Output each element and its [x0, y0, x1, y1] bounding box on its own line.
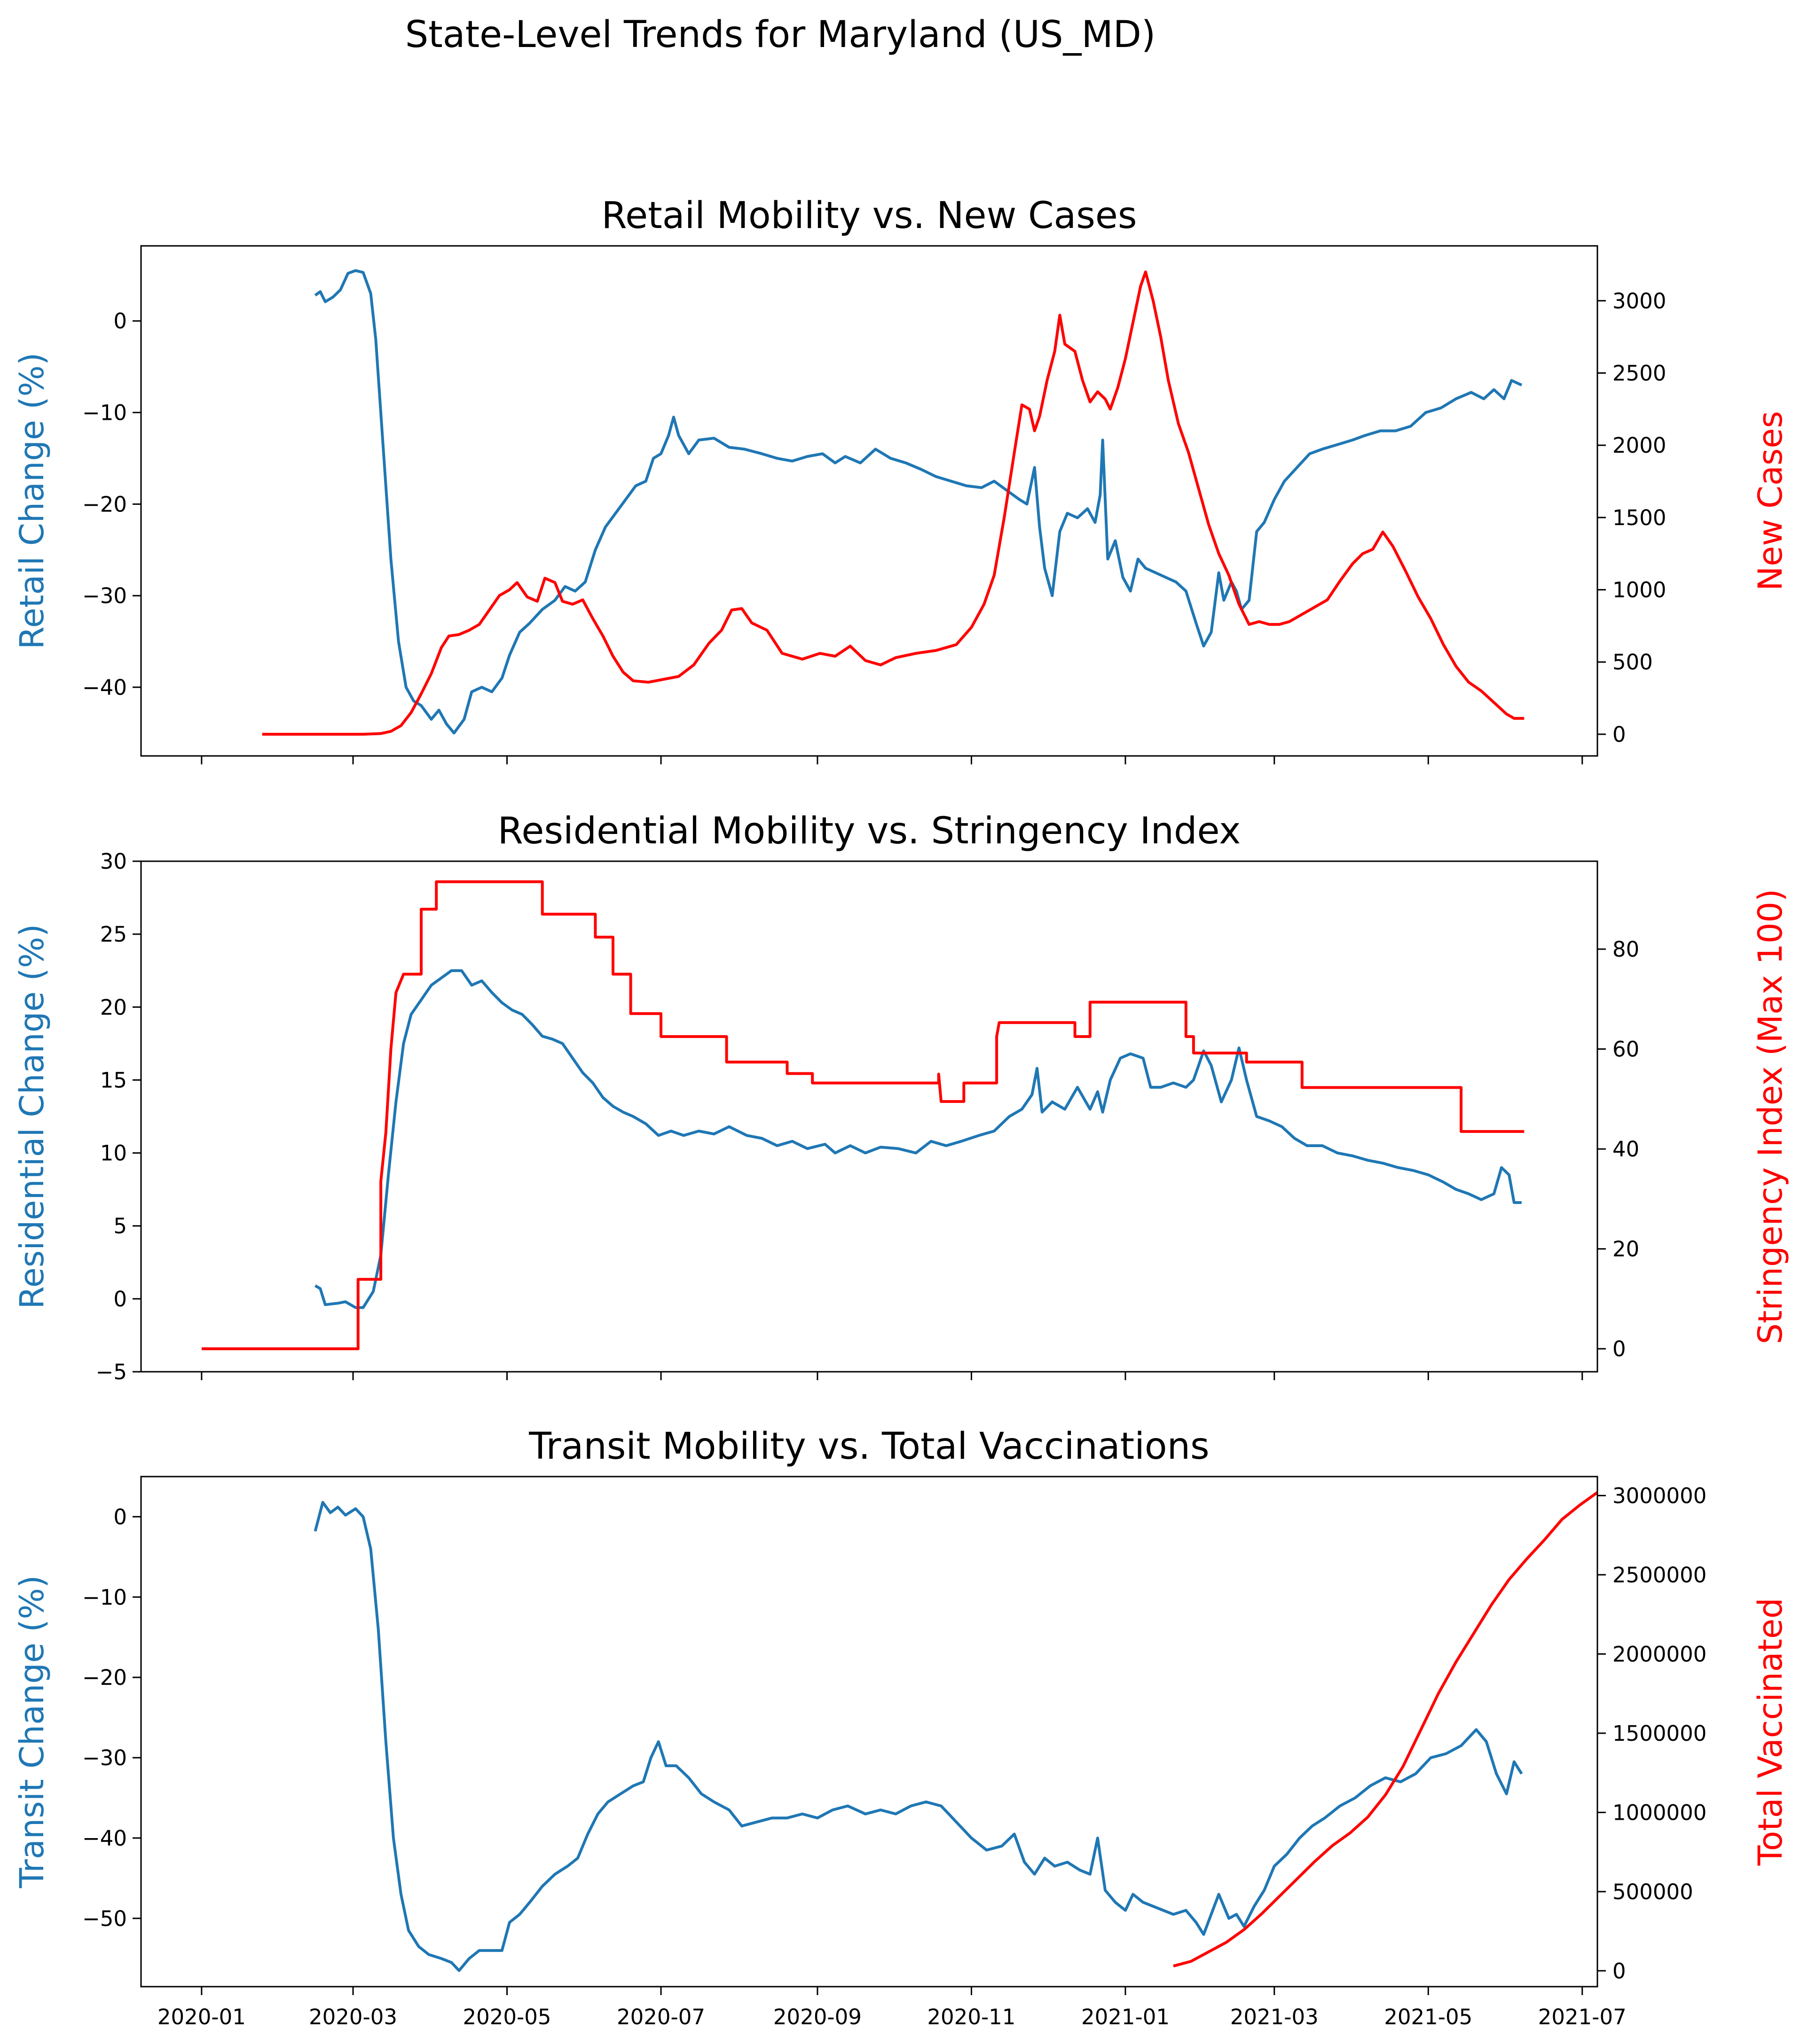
y-right-tick-label: 500 [1612, 650, 1653, 675]
y-tick-label: −30 [82, 583, 127, 608]
y-tick-label: 0 [113, 309, 127, 334]
x-tick-label: 2020-03 [309, 2005, 397, 2029]
y-right-tick-label: 2500 [1612, 361, 1666, 385]
y-axis-label: Retail Change (%) [13, 353, 51, 649]
subplot-title: Residential Mobility vs. Stringency Inde… [498, 810, 1241, 852]
x-tick-label: 2021-01 [1081, 2005, 1170, 2029]
x-tick-label: 2020-09 [773, 2005, 862, 2029]
series-line-secondary [201, 880, 1525, 1351]
y-axis-label: Residential Change (%) [13, 924, 51, 1309]
y-right-axis-label: Stringency Index (Max 100) [1751, 889, 1790, 1344]
y-right-tick-label: 3000000 [1612, 1483, 1706, 1508]
y-right-tick-label: 2000000 [1612, 1642, 1706, 1667]
plot-frame [140, 245, 1598, 757]
x-tick-label: 2020-01 [157, 2005, 246, 2029]
y-right-tick-label: 40 [1612, 1137, 1639, 1162]
series-line-mobility [314, 269, 1523, 735]
y-tick-label: 0 [113, 1504, 127, 1529]
y-tick-label: −30 [82, 1745, 127, 1770]
y-right-tick-label: 1500 [1612, 505, 1666, 530]
x-tick-label: 2021-03 [1230, 2005, 1319, 2029]
y-right-axis-label: New Cases [1751, 411, 1790, 591]
subplot-title: Transit Mobility vs. Total Vaccinations [528, 1425, 1209, 1468]
y-tick-label: 30 [100, 849, 127, 874]
y-tick-label: 15 [100, 1068, 127, 1093]
y-right-tick-label: 2500000 [1612, 1563, 1706, 1588]
y-right-tick-label: 2000 [1612, 433, 1666, 458]
y-tick-label: −5 [96, 1360, 127, 1384]
y-right-tick-label: 1500000 [1612, 1721, 1706, 1746]
y-right-tick-label: 60 [1612, 1037, 1639, 1062]
y-tick-label: −50 [82, 1906, 127, 1931]
series-line-secondary [1173, 1491, 1598, 1968]
series-line-mobility [314, 1501, 1523, 1972]
y-tick-label: −40 [82, 1826, 127, 1851]
y-right-tick-label: 0 [1612, 1958, 1626, 1983]
x-tick-label: 2020-07 [617, 2005, 705, 2029]
y-right-tick-label: 3000 [1612, 289, 1666, 314]
y-tick-label: 5 [113, 1214, 127, 1239]
x-tick-label: 2021-07 [1538, 2005, 1627, 2029]
plot-frame [140, 1476, 1598, 1988]
plot-frame [140, 860, 1598, 1373]
series-line-secondary [262, 270, 1525, 736]
x-tick-label: 2021-05 [1384, 2005, 1472, 2029]
y-right-axis-label: Total Vaccinated [1751, 1598, 1790, 1866]
series-line-mobility [314, 969, 1522, 1309]
y-right-tick-label: 1000 [1612, 578, 1666, 603]
y-tick-label: −10 [82, 401, 127, 425]
y-tick-label: 25 [100, 922, 127, 947]
x-tick-label: 2020-05 [463, 2005, 551, 2029]
y-tick-label: −40 [82, 675, 127, 700]
y-right-tick-label: 20 [1612, 1237, 1639, 1262]
y-right-tick-label: 0 [1612, 1336, 1626, 1361]
figure-suptitle: State-Level Trends for Maryland (US_MD) [405, 14, 1156, 56]
y-tick-label: 0 [113, 1287, 127, 1312]
subplot-2: Residential Mobility vs. Stringency Inde… [13, 810, 1790, 1384]
y-right-tick-label: 80 [1612, 937, 1639, 962]
y-tick-label: −20 [82, 1665, 127, 1690]
subplot-3: Transit Mobility vs. Total Vaccinations 0… [13, 1425, 1790, 2029]
y-right-tick-label: 0 [1612, 722, 1626, 747]
y-right-tick-label: 1000000 [1612, 1800, 1706, 1825]
y-tick-label: 20 [100, 995, 127, 1020]
y-tick-label: −10 [82, 1585, 127, 1610]
y-right-tick-label: 500000 [1612, 1879, 1693, 1904]
subplot-1: Retail Mobility vs. New Cases 0 −10 −20 −30 −… [13, 195, 1790, 764]
y-tick-label: −20 [82, 492, 127, 517]
subplot-title: Retail Mobility vs. New Cases [601, 195, 1137, 237]
y-axis-label: Transit Change (%) [13, 1575, 51, 1889]
x-tick-label: 2020-11 [927, 2005, 1015, 2029]
y-tick-label: 10 [100, 1141, 127, 1166]
subplot-panels: Retail Mobility vs. New Cases 0 −10 −20 −30 −… [13, 195, 1790, 2029]
